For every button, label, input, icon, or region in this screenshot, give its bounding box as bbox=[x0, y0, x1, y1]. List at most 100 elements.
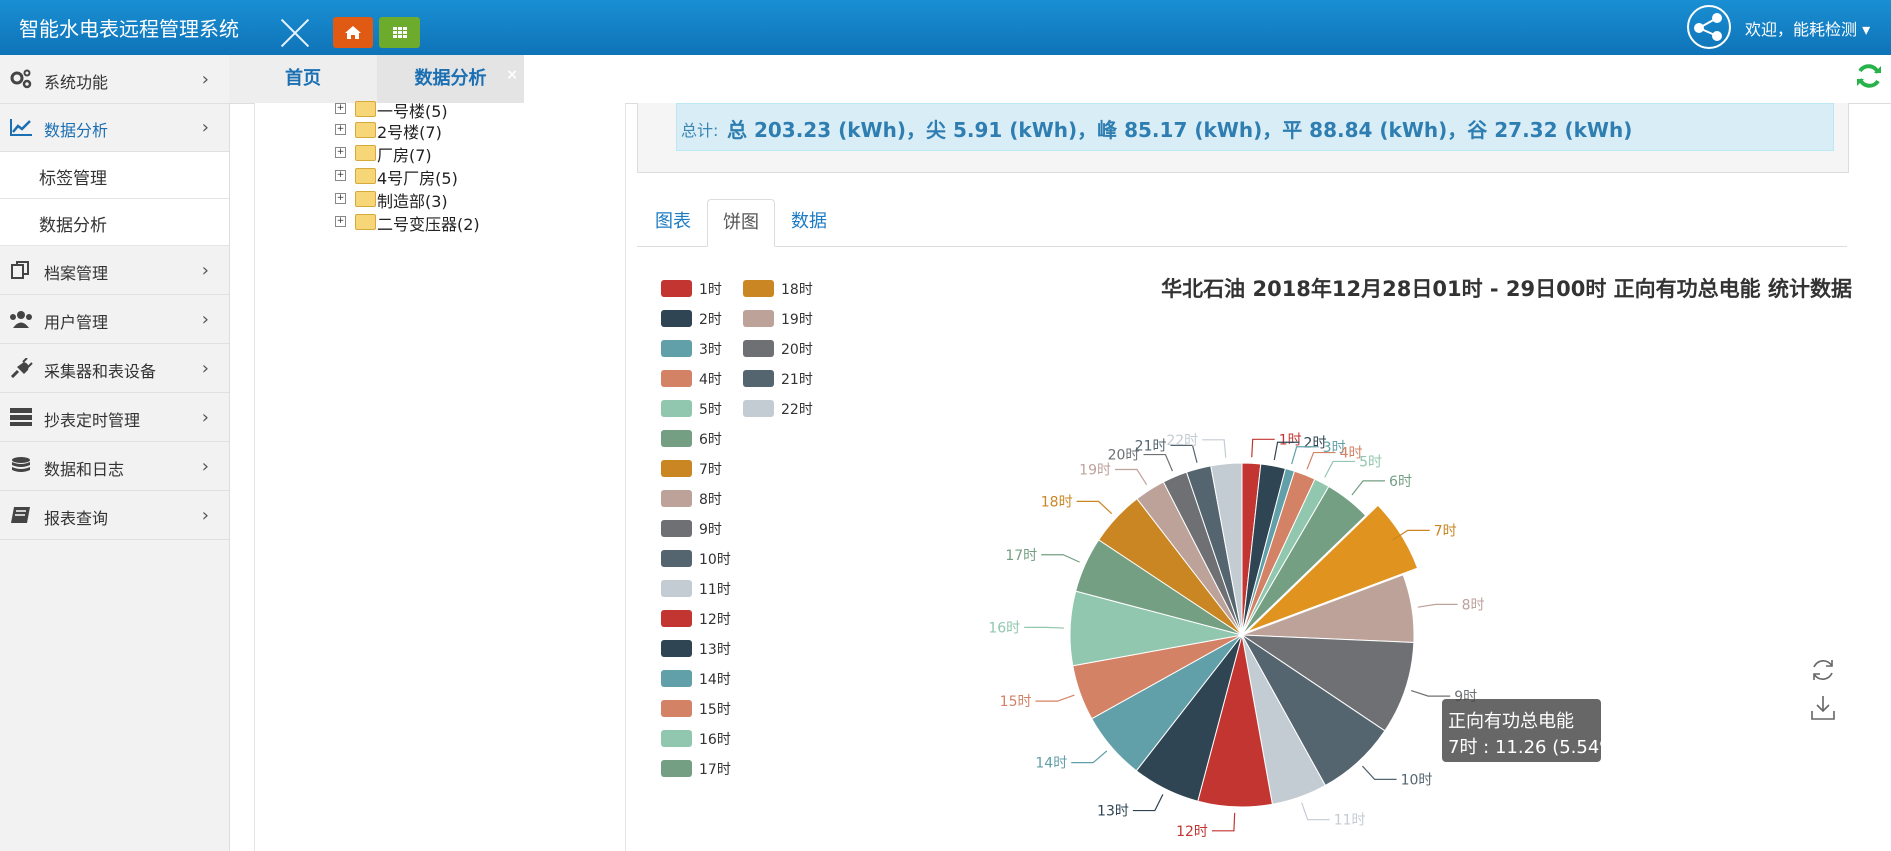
legend-label: 20时 bbox=[781, 342, 813, 358]
label-line bbox=[1351, 480, 1386, 496]
home-button[interactable] bbox=[333, 17, 373, 48]
tab-chart[interactable]: 图表 bbox=[655, 211, 691, 232]
pie-label: 18时 bbox=[1041, 494, 1073, 510]
legend-swatch bbox=[661, 610, 692, 627]
legend-swatch bbox=[661, 760, 692, 777]
label-line bbox=[1291, 446, 1319, 465]
sidebar-item-system[interactable]: 系统功能 › bbox=[0, 55, 229, 104]
pie-slice[interactable] bbox=[1210, 462, 1243, 636]
pie-slice[interactable] bbox=[1240, 634, 1415, 732]
label-line bbox=[1211, 812, 1236, 832]
summary-alert: 总计: 总 203.23 (kWh)，尖 5.91 (kWh)，峰 85.17 … bbox=[676, 103, 1834, 151]
expand-icon[interactable]: + bbox=[335, 103, 346, 114]
database-icon bbox=[12, 457, 30, 472]
sidebar-item-label: 系统功能 bbox=[44, 73, 109, 92]
sidebar-item-label: 档案管理 bbox=[44, 264, 109, 283]
pie-label: 4时 bbox=[1340, 446, 1363, 462]
pie-label: 6时 bbox=[1389, 474, 1412, 490]
content-tabs: 图表 饼图 数据 bbox=[637, 199, 1847, 247]
folder-icon bbox=[355, 145, 376, 161]
tab-data[interactable]: 数据 bbox=[791, 211, 827, 232]
chevron-right-icon: › bbox=[201, 358, 209, 379]
legend-swatch bbox=[743, 280, 774, 297]
sidebar-subitem-analysis[interactable]: 数据分析 bbox=[0, 199, 229, 246]
label-line bbox=[1132, 794, 1164, 812]
pie-label: 22时 bbox=[1166, 433, 1198, 449]
legend-label: 9时 bbox=[699, 522, 722, 538]
summary-label: 总计: bbox=[681, 121, 719, 140]
legend-label: 3时 bbox=[699, 342, 722, 358]
tab-data-analysis[interactable]: 数据分析 × bbox=[377, 55, 524, 103]
home-icon bbox=[345, 26, 361, 39]
legend-label: 10时 bbox=[699, 552, 731, 568]
sidebar-toggle-close-icon[interactable] bbox=[278, 16, 312, 50]
pie-label: 13时 bbox=[1097, 804, 1129, 820]
pie-label: 12时 bbox=[1176, 824, 1208, 840]
legend-label: 8时 bbox=[699, 492, 722, 508]
chart-tooltip: 正向有功总电能 7时 : 11.26 (5.54%) bbox=[1442, 699, 1623, 762]
label-line bbox=[1251, 438, 1275, 458]
expand-icon[interactable]: + bbox=[335, 216, 346, 227]
plug-icon bbox=[10, 358, 33, 378]
pie-label: 16时 bbox=[988, 620, 1020, 636]
download-icon[interactable] bbox=[1809, 693, 1837, 723]
sidebar-item-label: 数据和日志 bbox=[44, 460, 125, 479]
legend-label: 5时 bbox=[699, 402, 722, 418]
label-line bbox=[1035, 694, 1075, 702]
pie-slice[interactable] bbox=[1241, 485, 1367, 636]
pie-label: 8时 bbox=[1462, 597, 1485, 613]
expand-icon[interactable]: + bbox=[335, 147, 346, 158]
legend-swatch bbox=[743, 310, 774, 327]
legend-swatch bbox=[661, 550, 692, 567]
expand-icon[interactable]: + bbox=[335, 193, 346, 204]
expand-icon[interactable]: + bbox=[335, 124, 346, 135]
legend-swatch bbox=[743, 400, 774, 417]
legend-label: 14时 bbox=[699, 672, 731, 688]
legend-swatch bbox=[661, 370, 692, 387]
legend-swatch bbox=[661, 430, 692, 447]
legend-swatch bbox=[661, 310, 692, 327]
server-icon bbox=[10, 408, 32, 426]
user-avatar[interactable] bbox=[1687, 5, 1731, 49]
sidebar-item-archives[interactable]: 档案管理 › bbox=[0, 246, 229, 295]
label-line bbox=[1041, 554, 1080, 563]
sidebar-item-analysis[interactable]: 数据分析 › bbox=[0, 103, 229, 152]
tree-node-label: 一号楼(5) bbox=[377, 102, 448, 121]
pie-chart-panel: 1时 2时 3时 4时 5时 6时 7时 8时 9时 10时 11时 12时 13时 14时 15时 16时 1… bbox=[637, 246, 1867, 851]
refresh-icon[interactable] bbox=[1854, 61, 1884, 91]
sidebar-item-label: 采集器和表设备 bbox=[44, 362, 157, 381]
legend-label: 7时 bbox=[699, 462, 722, 478]
sidebar-item-reports[interactable]: 报表查询 › bbox=[0, 491, 229, 540]
label-line bbox=[1076, 500, 1113, 515]
tab-pie[interactable]: 饼图 bbox=[707, 199, 775, 247]
tooltip-value: 7时 : 11.26 (5.54%) bbox=[1448, 737, 1624, 758]
grid-menu-button[interactable] bbox=[379, 17, 420, 48]
legend-label: 18时 bbox=[781, 282, 813, 298]
chart-title: 华北石油 2018年12月28日01时 - 29日00时 正向有功总电能 统计数… bbox=[1161, 277, 1852, 301]
page-tab-bar: 首页 数据分析 × bbox=[229, 55, 1891, 104]
pie-label: 21时 bbox=[1135, 438, 1167, 454]
label-line bbox=[1392, 529, 1430, 541]
sidebar-subitem-tags[interactable]: 标签管理 bbox=[0, 152, 229, 199]
sidebar-item-schedule[interactable]: 抄表定时管理 › bbox=[0, 393, 229, 442]
label-line bbox=[1071, 750, 1108, 764]
sidebar-item-devices[interactable]: 采集器和表设备 › bbox=[0, 344, 229, 393]
sidebar-item-users[interactable]: 用户管理 › bbox=[0, 295, 229, 344]
legend-label: 1时 bbox=[699, 282, 722, 298]
sidebar-subitem-label: 数据分析 bbox=[39, 216, 107, 236]
pie-label: 19时 bbox=[1079, 462, 1111, 478]
legend-swatch bbox=[661, 700, 692, 717]
welcome-user-menu[interactable]: 欢迎，能耗检测 ▾ bbox=[1745, 20, 1871, 39]
expand-icon[interactable]: + bbox=[335, 170, 346, 181]
restore-icon[interactable] bbox=[1808, 655, 1838, 685]
legend-label: 13时 bbox=[699, 642, 731, 658]
tab-close-icon[interactable]: × bbox=[506, 67, 518, 83]
sidebar-item-label: 报表查询 bbox=[44, 509, 109, 528]
legend-label: 4时 bbox=[699, 372, 722, 388]
label-line bbox=[1417, 603, 1458, 608]
legend-swatch bbox=[661, 670, 692, 687]
legend-swatch bbox=[661, 730, 692, 747]
tab-home[interactable]: 首页 bbox=[229, 55, 377, 103]
sidebar-item-logs[interactable]: 数据和日志 › bbox=[0, 442, 229, 491]
legend-label: 19时 bbox=[781, 312, 813, 328]
